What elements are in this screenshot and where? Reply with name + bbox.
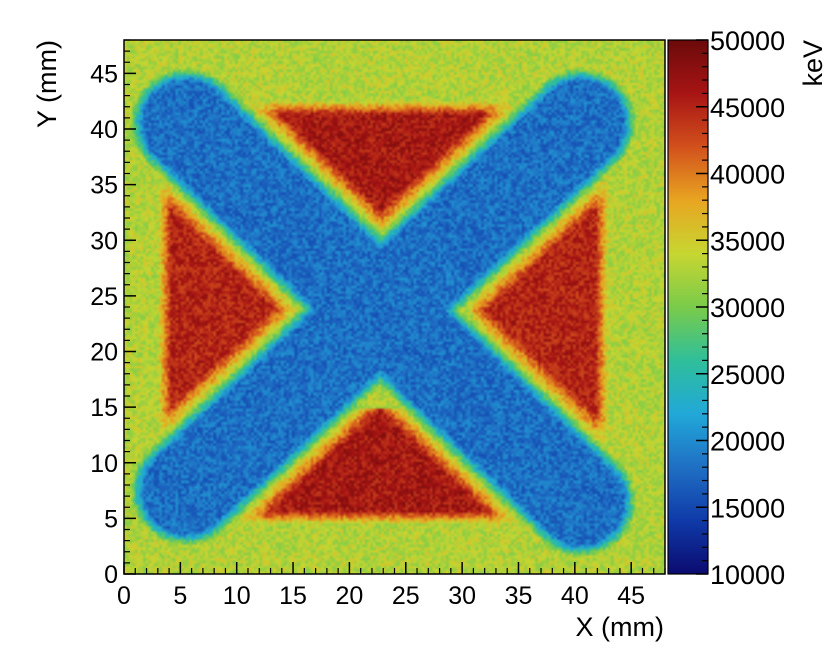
palette-tick-label: 25000: [710, 360, 785, 390]
y-tick-label: 30: [90, 227, 118, 255]
x-tick-label: 45: [617, 582, 645, 610]
y-axis-title: Y (mm): [32, 40, 62, 128]
palette-tick-label: 50000: [710, 26, 785, 56]
y-tick-label: 40: [90, 116, 118, 144]
y-tick-label: 20: [90, 339, 118, 367]
palette-tick-label: 30000: [710, 293, 785, 323]
y-tick-label: 45: [90, 60, 118, 88]
x-tick-label: 0: [117, 582, 131, 610]
palette-tick-label: 45000: [710, 93, 785, 123]
x-axis-ticks: 0 5 10 15 20 25 30 35 40 45: [117, 562, 666, 610]
x-tick-label: 20: [336, 582, 364, 610]
x-axis-title: X (mm): [576, 612, 664, 642]
x-tick-label: 30: [448, 582, 476, 610]
y-tick-label: 15: [90, 394, 118, 422]
x-tick-label: 10: [223, 582, 251, 610]
x-tick-label: 35: [505, 582, 533, 610]
x-tick-label: 40: [561, 582, 589, 610]
x-tick-label: 25: [392, 582, 420, 610]
palette-ticks: 10000 15000 20000 25000 30000 35000 40000 45000…: [696, 26, 785, 590]
y-axis-ticks: 0 5 10 15 20 25 30 35 40 45: [90, 39, 136, 589]
y-tick-label: 10: [90, 450, 118, 478]
x-tick-label: 15: [279, 582, 307, 610]
palette-tick-label: 40000: [710, 160, 785, 190]
palette-tick-label: 10000: [710, 560, 785, 590]
palette-tick-label: 15000: [710, 493, 785, 523]
palette-axis-title: keV: [798, 40, 828, 87]
x-tick-label: 5: [173, 582, 187, 610]
y-tick-label: 0: [104, 561, 118, 589]
palette-tick-label: 35000: [710, 226, 785, 256]
y-tick-label: 35: [90, 172, 118, 200]
y-tick-label: 5: [104, 505, 118, 533]
palette-tick-label: 20000: [710, 427, 785, 457]
y-tick-label: 25: [90, 283, 118, 311]
heatmap-image: [124, 40, 665, 574]
